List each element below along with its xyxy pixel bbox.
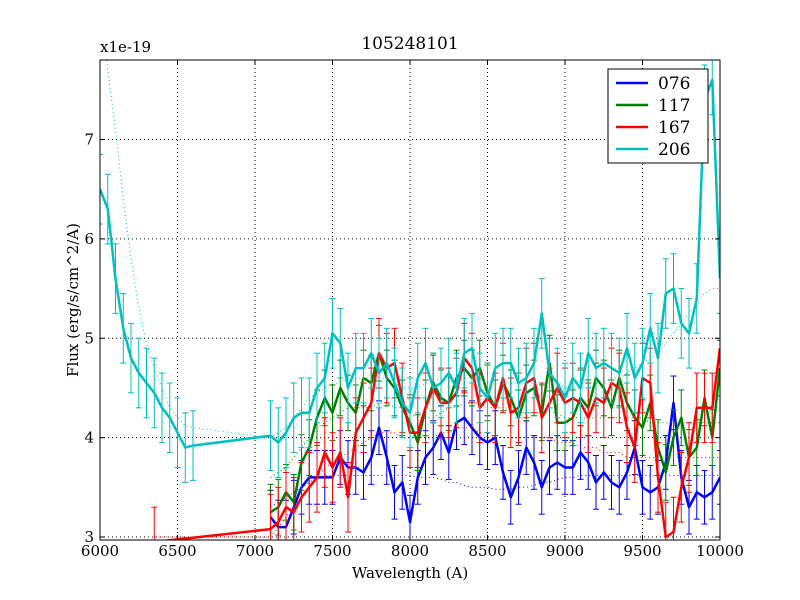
legend-box (607, 68, 709, 164)
x-tick-label: 8500 (468, 542, 506, 560)
legend-label-206: 206 (658, 140, 690, 160)
x-axis-label: Wavelength (A) (352, 564, 468, 582)
legend-label-167: 167 (658, 118, 690, 138)
x-tick-label: 9000 (546, 542, 584, 560)
x-tick-label: 7500 (313, 542, 351, 560)
legend-label-117: 117 (658, 96, 690, 116)
y-tick-label: 4 (84, 429, 94, 447)
x-tick-label: 7000 (236, 542, 274, 560)
x-tick-label: 10000 (696, 542, 744, 560)
y-multiplier: x1e-19 (100, 38, 151, 56)
y-tick-label: 5 (84, 329, 94, 347)
y-tick-label: 3 (84, 528, 94, 546)
x-tick-label: 8000 (391, 542, 429, 560)
y-tick-label: 6 (84, 230, 94, 248)
x-tick-label: 6500 (158, 542, 196, 560)
chart-title: 105248101 (361, 34, 458, 54)
plot-series (100, 60, 720, 540)
x-tick-label: 9500 (623, 542, 661, 560)
y-axis-label: Flux (erg/s/cm^2/A) (64, 223, 82, 377)
series-167-line (160, 348, 720, 540)
y-tick-label: 7 (84, 131, 94, 149)
ticks: 6000 6500 7000 7500 8000 8500 9000 9500 10000 3 4 5… (81, 60, 744, 560)
series-206-line (100, 78, 720, 449)
x-tick-label: 6000 (81, 542, 119, 560)
legend-label-076: 076 (658, 74, 690, 94)
